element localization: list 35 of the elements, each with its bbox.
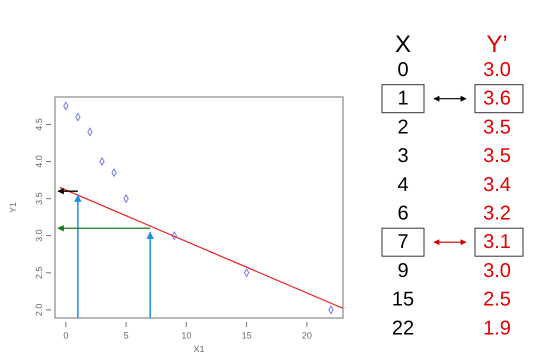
y-axis-title: Y1 <box>8 202 18 214</box>
text: 3.6 <box>483 88 511 110</box>
category-label: 15 <box>392 288 414 311</box>
text: 1.9 <box>483 317 511 340</box>
text: 3.5 <box>483 145 511 168</box>
category-label: 0 <box>397 59 409 81</box>
text: Y’ <box>486 31 508 58</box>
text: 3.0 <box>483 260 511 282</box>
text: 3.5 <box>483 116 511 138</box>
y-tick-label: 3.0 <box>34 229 44 242</box>
text: 3.4 <box>483 174 511 196</box>
category-label: 6 <box>397 202 409 224</box>
y-tick-label: 2.0 <box>34 304 44 316</box>
x-tick-label: 20 <box>302 330 312 340</box>
category-label: 3 <box>397 145 409 168</box>
x-axis-title: X1 <box>193 344 205 354</box>
y-tick-label: 2.5 <box>34 266 44 280</box>
category-label: 1 <box>397 88 409 110</box>
category-label: 7 <box>397 231 409 254</box>
y-tick-label: 3.5 <box>34 192 44 205</box>
text: 2.5 <box>483 288 511 311</box>
text: X <box>394 31 412 58</box>
text: 3.2 <box>483 202 511 224</box>
x-tick-label: 15 <box>242 330 252 340</box>
category-label: 9 <box>397 260 409 282</box>
category-label: 4 <box>397 174 409 196</box>
text: 3.0 <box>483 59 511 81</box>
text: 3.1 <box>483 231 511 254</box>
category-label: 2 <box>397 116 409 138</box>
x-tick-label: 0 <box>63 330 68 340</box>
category-label: 22 <box>392 317 414 340</box>
x-tick-label: 10 <box>181 330 192 340</box>
x-tick-label: 5 <box>124 330 129 340</box>
y-tick-label: 4.5 <box>34 118 44 131</box>
y-tick-label: 4.0 <box>34 155 44 168</box>
